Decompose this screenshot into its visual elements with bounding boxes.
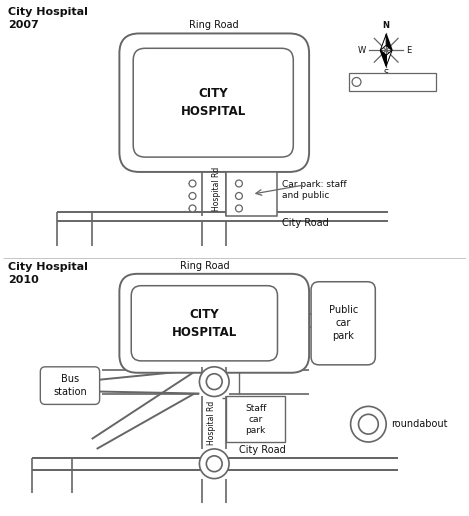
Circle shape (352, 77, 361, 86)
Bar (226, 396, 286, 442)
Text: City Road: City Road (239, 445, 286, 455)
Text: Bus
station: Bus station (53, 375, 87, 397)
Circle shape (235, 205, 242, 212)
Text: Hospital Rd: Hospital Rd (212, 167, 221, 212)
Text: Ring Road: Ring Road (180, 261, 229, 271)
Text: Public
car
park: Public car park (329, 305, 358, 342)
Circle shape (206, 456, 222, 472)
Polygon shape (386, 34, 392, 50)
Text: N: N (383, 22, 390, 30)
FancyBboxPatch shape (120, 34, 309, 172)
Circle shape (189, 180, 196, 187)
Polygon shape (380, 50, 386, 66)
Text: CITY
HOSPITAL: CITY HOSPITAL (181, 87, 246, 118)
Text: CITY
HOSPITAL: CITY HOSPITAL (172, 308, 237, 339)
Text: W: W (358, 46, 366, 55)
FancyBboxPatch shape (311, 282, 375, 365)
Circle shape (358, 414, 378, 434)
Text: City Hospital
2007: City Hospital 2007 (8, 7, 88, 30)
Text: Ring Road: Ring Road (189, 21, 239, 30)
Text: Bus stop: Bus stop (365, 77, 404, 86)
Polygon shape (380, 34, 386, 50)
FancyBboxPatch shape (40, 367, 99, 405)
Text: City Road: City Road (282, 218, 329, 229)
Bar (226, 172, 278, 216)
FancyBboxPatch shape (131, 286, 278, 361)
Circle shape (189, 192, 196, 200)
Text: S: S (384, 69, 389, 78)
FancyBboxPatch shape (133, 49, 293, 157)
Circle shape (189, 205, 196, 212)
Circle shape (351, 407, 386, 442)
Circle shape (235, 180, 242, 187)
Text: E: E (406, 46, 411, 55)
Text: City Hospital
2010: City Hospital 2010 (8, 262, 88, 285)
FancyBboxPatch shape (120, 274, 309, 373)
Text: roundabout: roundabout (391, 419, 447, 429)
Text: Staff
car
park: Staff car park (245, 404, 266, 435)
Circle shape (199, 367, 229, 396)
Bar (348, 73, 436, 91)
Circle shape (235, 192, 242, 200)
Circle shape (206, 374, 222, 390)
Polygon shape (386, 50, 392, 66)
Text: Car park: staff
and public: Car park: staff and public (282, 180, 347, 200)
Circle shape (199, 449, 229, 479)
Text: Hospital Rd: Hospital Rd (207, 400, 216, 445)
